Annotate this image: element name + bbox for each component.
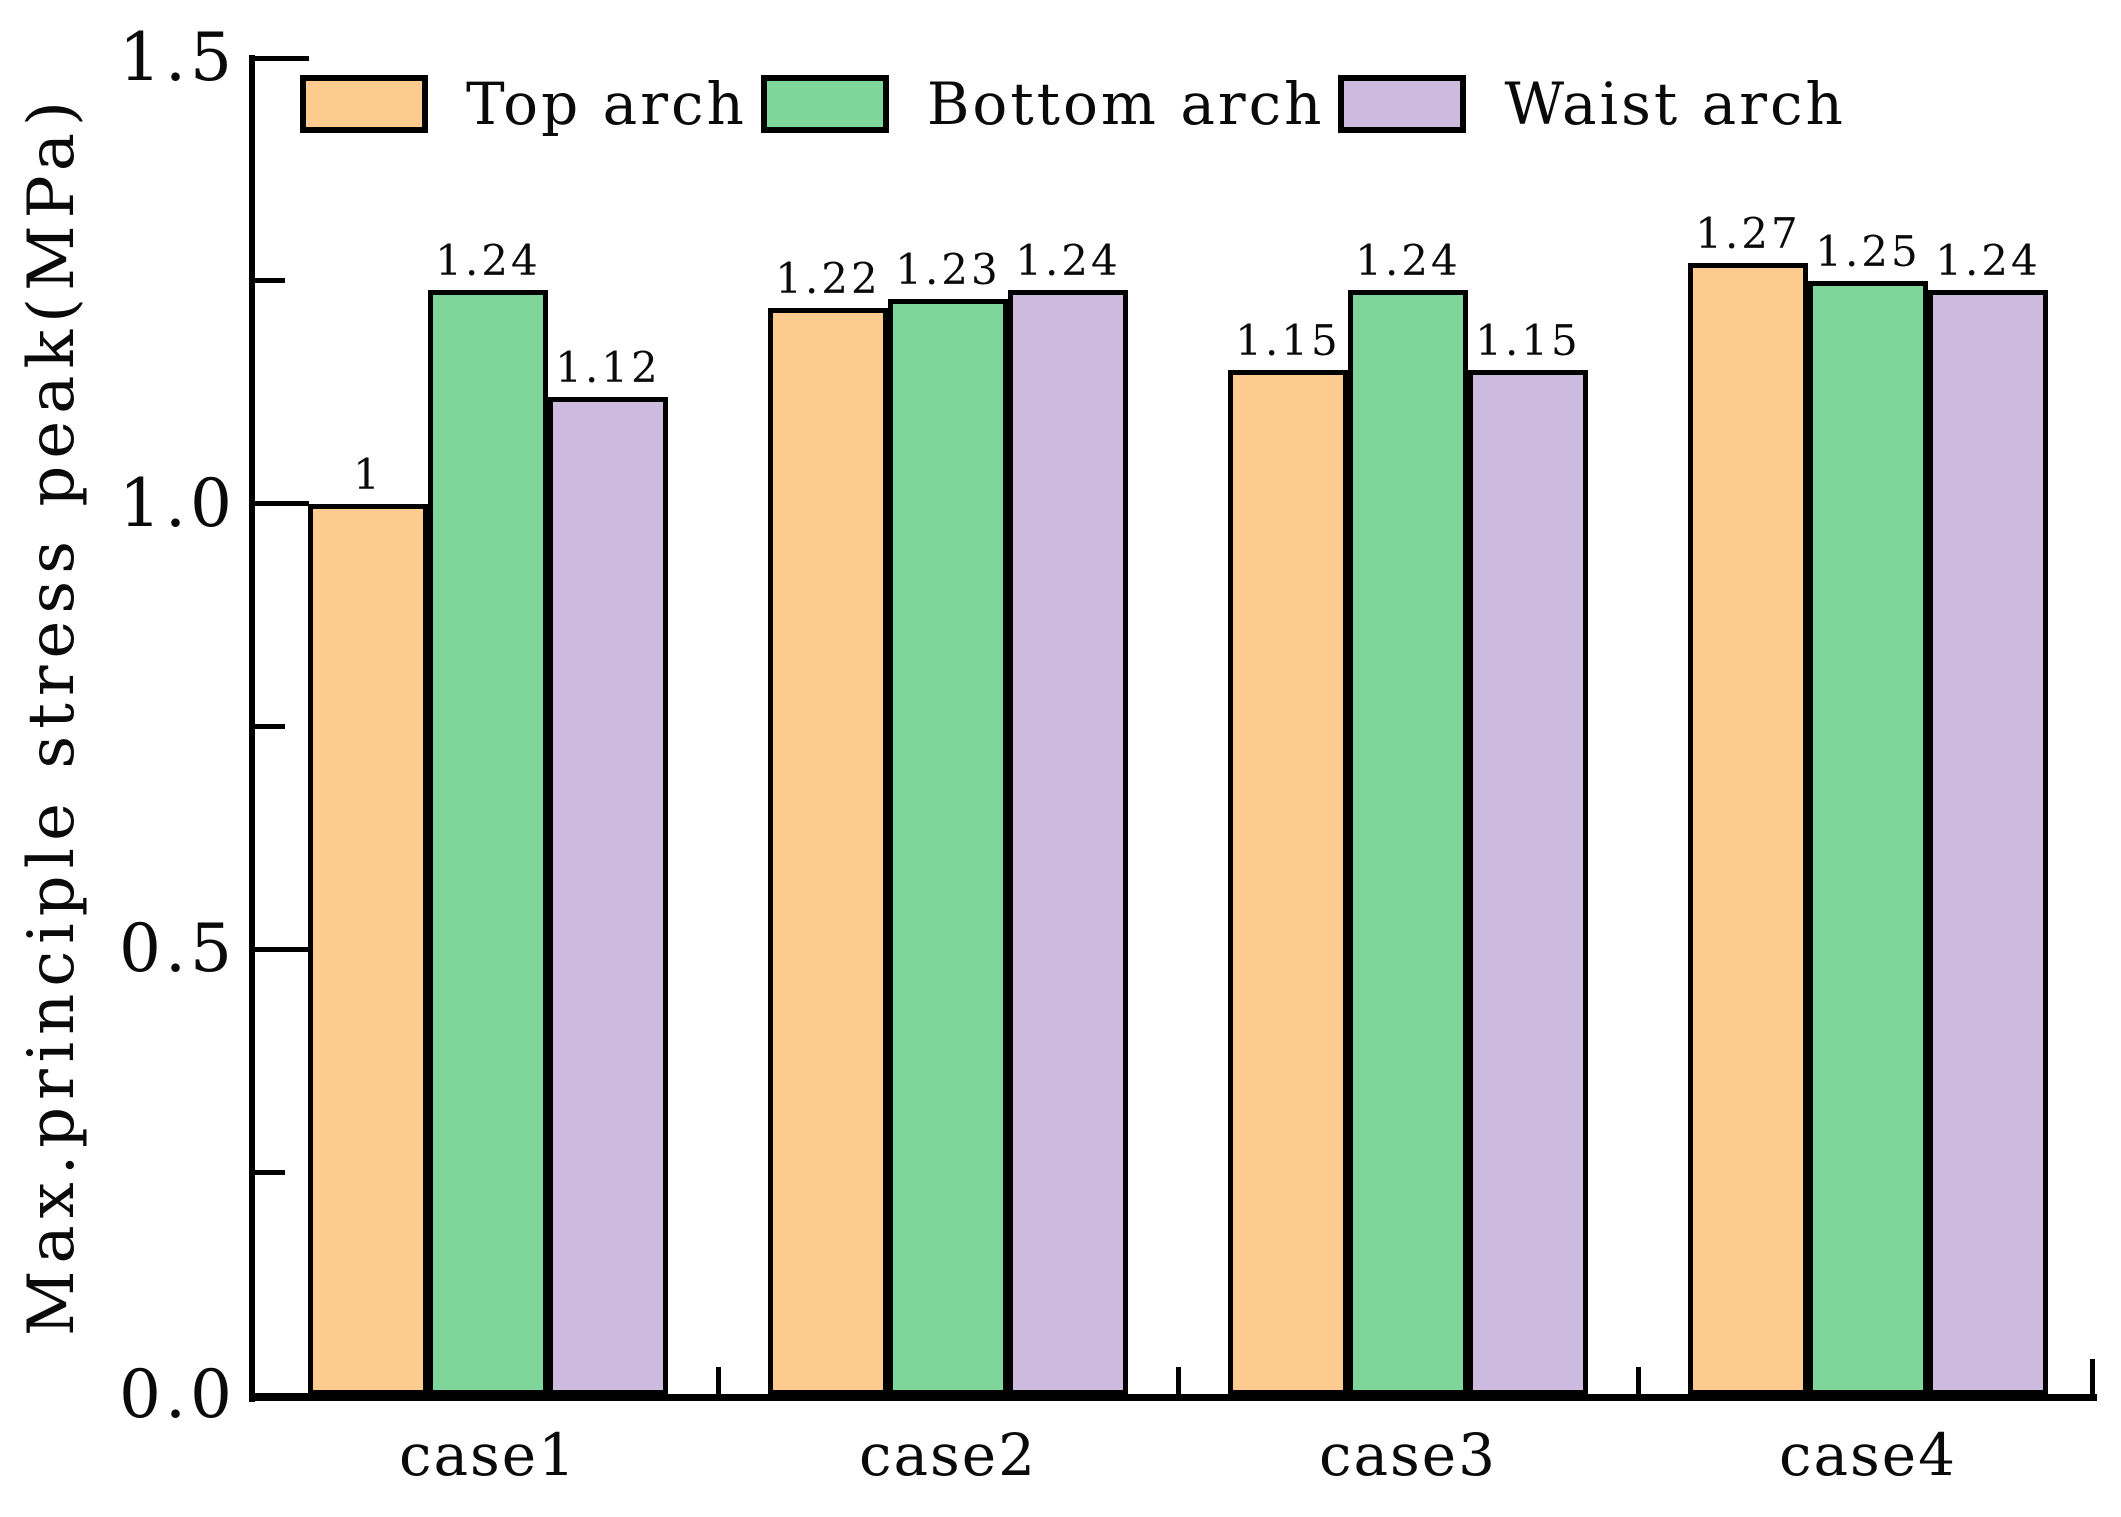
x-tick-label-case4: case4 [1778, 1421, 1958, 1489]
y-minor-tick [255, 278, 285, 284]
bar-value-label: 1.12 [555, 342, 661, 392]
y-major-tick [255, 946, 309, 952]
y-axis-title: Max.principle stress peak(MPa) [15, 94, 89, 1336]
bar-top-arch-case4 [1688, 263, 1808, 1395]
bar-top-arch-case2 [768, 307, 888, 1395]
bar-top-arch-case3 [1228, 369, 1348, 1395]
bar-value-label: 1.25 [1815, 226, 1921, 276]
bar-waist-arch-case3 [1468, 369, 1588, 1395]
legend: Top arch Bottom arch Waist arch [300, 70, 1860, 138]
y-major-tick [255, 501, 309, 507]
legend-item-waist-arch: Waist arch [1338, 70, 1845, 138]
y-tick-label: 0.5 [119, 910, 236, 988]
legend-item-bottom-arch: Bottom arch [760, 70, 1325, 138]
bar-waist-arch-case1 [548, 396, 668, 1395]
legend-swatch-bottom-arch [760, 75, 889, 133]
bar-bottom-arch-case2 [888, 298, 1008, 1395]
bar-value-label: 1.23 [895, 244, 1001, 294]
bar-value-label: 1.15 [1235, 315, 1341, 365]
legend-swatch-waist-arch [1338, 75, 1467, 133]
x-tick-label-case1: case1 [398, 1421, 578, 1489]
bar-value-label: 1.24 [1015, 235, 1121, 285]
legend-item-top-arch: Top arch [300, 70, 747, 138]
y-minor-tick [255, 724, 285, 729]
y-major-tick [255, 55, 309, 61]
x-minor-tick [715, 1367, 721, 1395]
bar-value-label: 1 [353, 449, 383, 499]
x-minor-tick [1635, 1367, 1641, 1395]
bar-bottom-arch-case1 [428, 289, 548, 1395]
legend-label: Bottom arch [926, 70, 1325, 138]
x-axis-end-tick [2090, 1359, 2095, 1395]
legend-swatch-top-arch [300, 75, 428, 133]
y-tick-label: 1.0 [119, 464, 236, 542]
x-axis-line [249, 1394, 2097, 1401]
bar-value-label: 1.27 [1695, 209, 1801, 258]
bar-value-label: 1.24 [1355, 235, 1461, 285]
y-tick-label: 0.0 [119, 1356, 236, 1433]
bar-value-label: 1.15 [1475, 315, 1581, 365]
x-tick-label-case3: case3 [1318, 1421, 1498, 1489]
bar-waist-arch-case4 [1928, 289, 2048, 1395]
bar-top-arch-case1 [308, 503, 428, 1395]
legend-label: Top arch [466, 70, 747, 138]
bar-waist-arch-case2 [1008, 289, 1128, 1395]
y-tick-label: 1.5 [119, 19, 236, 96]
bar-value-label: 1.22 [775, 253, 881, 303]
x-minor-tick [1175, 1367, 1181, 1395]
bar-value-label: 1.24 [435, 235, 541, 285]
bar-bottom-arch-case3 [1348, 289, 1468, 1395]
y-axis-line [249, 55, 255, 1402]
y-minor-tick [255, 1169, 285, 1175]
y-major-tick [255, 1392, 309, 1398]
x-tick-label-case2: case2 [858, 1421, 1038, 1489]
legend-label: Waist arch [1504, 70, 1846, 138]
bar-bottom-arch-case4 [1808, 280, 1928, 1395]
bar-value-label: 1.24 [1935, 235, 2041, 285]
